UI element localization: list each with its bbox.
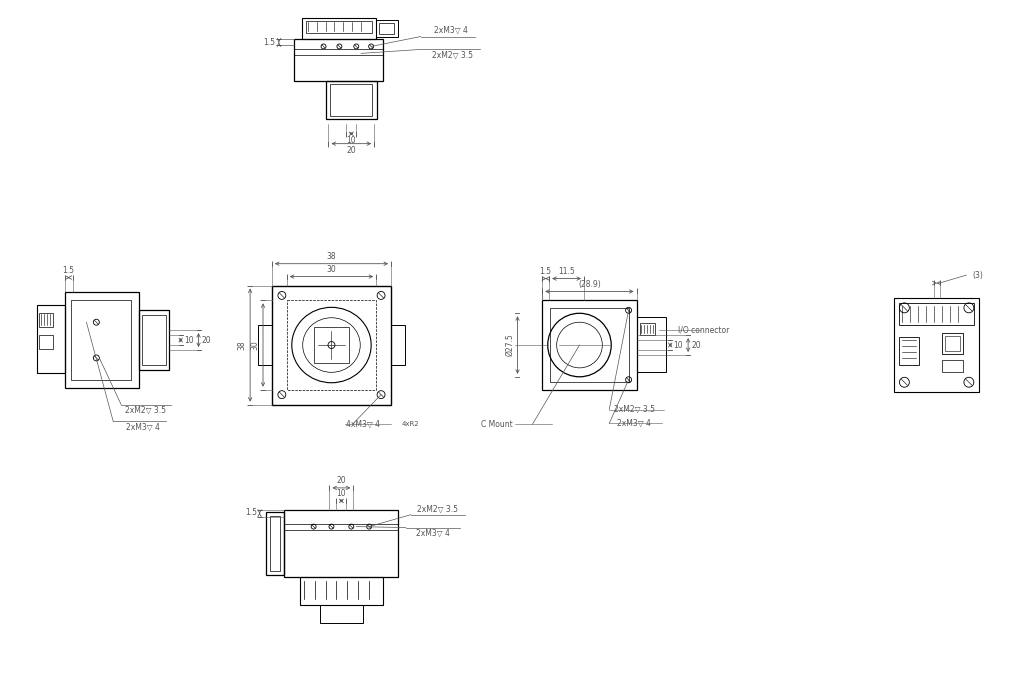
Text: 2xM2▽ 3.5: 2xM2▽ 3.5 xyxy=(417,504,458,513)
Text: 2xM2▽ 3.5: 2xM2▽ 3.5 xyxy=(614,405,654,414)
Bar xyxy=(286,300,376,390)
Text: 20: 20 xyxy=(346,146,356,155)
Bar xyxy=(142,315,166,365)
Text: 20: 20 xyxy=(691,340,700,349)
Bar xyxy=(376,20,398,38)
Text: 1.5: 1.5 xyxy=(263,38,275,47)
Text: 2xM2▽ 3.5: 2xM2▽ 3.5 xyxy=(126,406,167,415)
Text: C Mount: C Mount xyxy=(481,420,513,429)
Bar xyxy=(267,512,284,575)
Text: 2xM3▽ 4: 2xM3▽ 4 xyxy=(434,26,468,35)
Bar xyxy=(313,327,349,363)
Bar xyxy=(294,39,383,81)
Bar xyxy=(941,332,963,354)
Text: 2xM3▽ 4: 2xM3▽ 4 xyxy=(617,419,651,428)
Bar xyxy=(894,298,978,392)
Bar xyxy=(899,303,973,325)
Bar xyxy=(941,360,963,372)
Bar xyxy=(550,308,628,382)
Text: 20: 20 xyxy=(337,477,346,486)
Bar xyxy=(637,317,666,372)
Bar xyxy=(899,337,919,365)
Bar xyxy=(945,335,960,351)
Bar xyxy=(391,326,405,365)
Text: 4xM3▽ 4: 4xM3▽ 4 xyxy=(346,420,380,429)
Bar xyxy=(302,18,376,39)
Text: (3): (3) xyxy=(973,271,984,279)
Bar xyxy=(65,293,139,388)
Text: 10: 10 xyxy=(337,489,346,498)
Text: 11.5: 11.5 xyxy=(557,267,575,276)
Text: 1.5: 1.5 xyxy=(63,266,74,275)
Bar xyxy=(272,286,391,405)
Text: 30: 30 xyxy=(250,340,260,350)
Bar xyxy=(331,84,372,116)
Text: 1.5: 1.5 xyxy=(540,267,551,276)
Text: 10: 10 xyxy=(674,340,683,349)
Bar xyxy=(139,310,169,370)
Bar xyxy=(325,81,377,119)
Bar xyxy=(39,335,53,349)
Text: 2xM2▽ 3.5: 2xM2▽ 3.5 xyxy=(432,51,473,60)
Bar xyxy=(271,516,280,571)
Bar xyxy=(640,323,655,335)
Text: 30: 30 xyxy=(327,265,337,274)
Bar xyxy=(284,510,399,578)
Bar xyxy=(319,605,364,623)
Text: 38: 38 xyxy=(327,252,336,261)
Bar xyxy=(379,22,393,34)
Text: 2xM3▽ 4: 2xM3▽ 4 xyxy=(126,423,160,432)
Bar xyxy=(542,300,637,390)
Bar xyxy=(37,305,65,373)
Text: 10: 10 xyxy=(346,136,356,145)
Text: 20: 20 xyxy=(202,335,211,344)
Text: I/O connector: I/O connector xyxy=(679,326,729,335)
Text: 1.5: 1.5 xyxy=(245,508,258,517)
Bar xyxy=(300,578,383,605)
Bar xyxy=(39,314,53,327)
Bar xyxy=(71,300,131,380)
Bar xyxy=(259,326,272,365)
Text: 2xM3▽ 4: 2xM3▽ 4 xyxy=(416,529,450,538)
Text: Ø27.5: Ø27.5 xyxy=(505,334,514,356)
Text: 4xR2: 4xR2 xyxy=(402,421,419,428)
Bar xyxy=(306,20,372,32)
Text: 10: 10 xyxy=(183,335,194,344)
Text: (28.9): (28.9) xyxy=(578,280,600,289)
Text: 38: 38 xyxy=(238,340,246,350)
